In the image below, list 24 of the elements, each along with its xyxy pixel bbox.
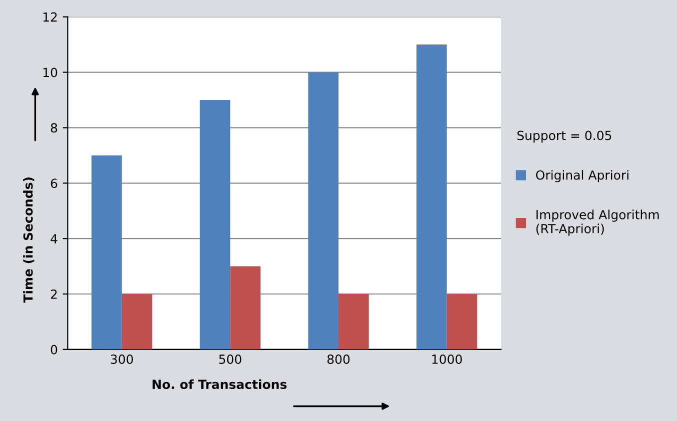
y-axis-title: Time (in Seconds) <box>23 178 34 303</box>
x-tick-label: 1000 <box>432 354 462 364</box>
x-axis-title: No. of Transactions <box>152 379 287 390</box>
bar <box>200 100 230 350</box>
legend-label: Original Apriori <box>536 170 628 182</box>
bar <box>338 294 369 350</box>
y-tick-label: 8 <box>50 123 58 133</box>
y-tick-label: 6 <box>50 178 58 188</box>
legend-title: Support = 0.05 <box>517 130 612 143</box>
bar <box>308 72 338 350</box>
y-tick-label: 4 <box>50 234 58 244</box>
bar <box>230 266 261 350</box>
legend-label: Improved Algorithm (RT-Apriori) <box>536 210 659 236</box>
y-tick-label: 12 <box>43 12 57 22</box>
bar <box>446 294 478 350</box>
x-tick-label: 300 <box>110 354 133 364</box>
y-tick-label: 2 <box>50 289 57 299</box>
x-tick-label: 500 <box>219 354 242 364</box>
y-tick-label: 0 <box>50 344 58 354</box>
bar <box>92 155 122 350</box>
y-tick-label: 10 <box>43 68 58 78</box>
x-tick-label: 800 <box>327 354 350 364</box>
bar <box>416 44 447 350</box>
bar <box>122 294 152 350</box>
